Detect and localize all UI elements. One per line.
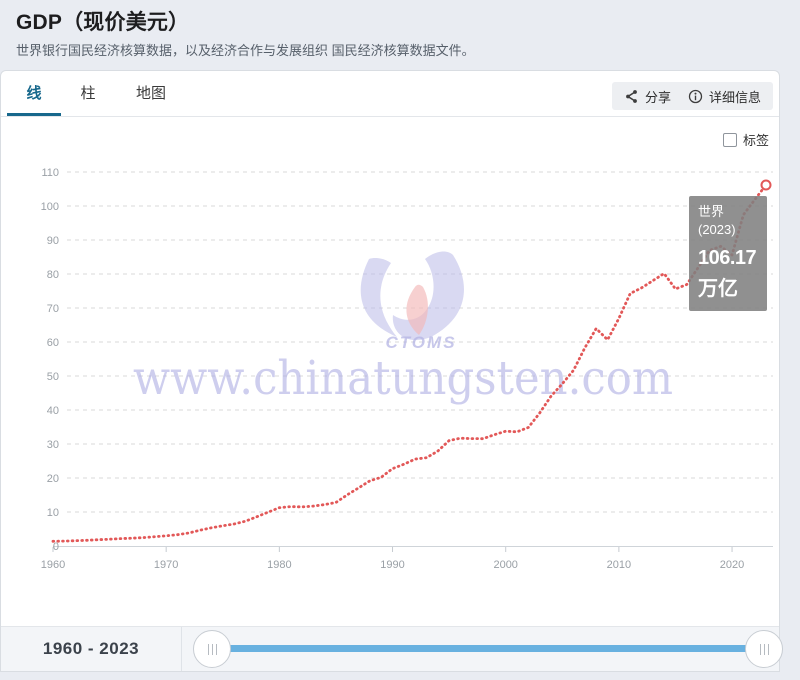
svg-text:70: 70 — [47, 303, 59, 315]
watermark-url-text: www.chinatungsten.com — [133, 351, 673, 406]
watermark-logo-text: CTOMS — [385, 333, 456, 352]
x-axis-labels: 1960 1970 1980 1990 2000 2010 2020 — [41, 547, 744, 571]
gdp-data-line — [51, 183, 768, 543]
svg-text:10: 10 — [47, 507, 59, 519]
svg-text:110: 110 — [41, 167, 59, 179]
tab-line[interactable]: 线 — [7, 71, 61, 116]
details-button-label: 详细信息 — [708, 89, 761, 105]
slider-track[interactable] — [212, 645, 765, 652]
chart-card: 线 柱 地图 分享 详细信息 标签 0 10 20 30 40 5 — [0, 70, 783, 672]
svg-text:1970: 1970 — [154, 559, 178, 571]
details-button[interactable]: 详细信息 — [675, 82, 773, 110]
info-icon — [688, 89, 703, 104]
tab-map[interactable]: 地图 — [135, 85, 166, 102]
svg-text:60: 60 — [47, 337, 59, 349]
chart-tooltip: 世界 (2023) 106.17 万亿 — [689, 196, 767, 311]
tab-bar[interactable]: 柱 — [80, 85, 96, 102]
gdp-line-chart[interactable]: 0 10 20 30 40 50 60 70 80 90 100 110 1960 1970 1980 199… — [1, 141, 781, 651]
svg-text:1990: 1990 — [380, 559, 404, 571]
svg-text:40: 40 — [47, 405, 59, 417]
svg-text:0: 0 — [53, 541, 59, 553]
chart-type-tabs: 线 柱 地图 — [1, 71, 779, 117]
svg-text:2000: 2000 — [493, 559, 517, 571]
svg-text:50: 50 — [47, 371, 59, 383]
share-button[interactable]: 分享 — [611, 82, 683, 110]
tooltip-unit: 万亿 — [698, 277, 738, 300]
labels-checkbox[interactable]: 标签 — [722, 130, 769, 149]
range-bar: 1960 - 2023 — [1, 626, 783, 671]
y-axis-labels: 0 10 20 30 40 50 60 70 80 90 100 110 — [41, 167, 59, 553]
share-icon — [624, 89, 639, 104]
last-point-marker — [760, 179, 772, 191]
svg-text:20: 20 — [47, 473, 59, 485]
date-range-label: 1960 - 2023 — [1, 627, 182, 671]
svg-text:1960: 1960 — [41, 559, 65, 571]
slider-handle-right[interactable] — [745, 630, 783, 668]
checkbox-box[interactable] — [722, 132, 737, 147]
svg-text:30: 30 — [47, 439, 59, 451]
svg-text:2020: 2020 — [720, 559, 744, 571]
share-button-label: 分享 — [644, 89, 671, 105]
page-title: GDP（现价美元） — [16, 11, 190, 34]
labels-checkbox-label: 标签 — [742, 133, 769, 148]
svg-text:2010: 2010 — [607, 559, 631, 571]
tooltip-value: 106.17 — [698, 246, 757, 269]
svg-text:90: 90 — [47, 235, 59, 247]
year-range-slider[interactable] — [181, 627, 783, 671]
svg-text:80: 80 — [47, 269, 59, 281]
slider-handle-left[interactable] — [193, 630, 231, 668]
tooltip-series-name: 世界 — [698, 204, 725, 219]
svg-text:100: 100 — [41, 201, 59, 213]
svg-text:1980: 1980 — [267, 559, 291, 571]
page-subtitle: 世界银行国民经济核算数据，以及经济合作与发展组织 国民经济核算数据文件。 — [16, 43, 475, 58]
tooltip-year: (2023) — [698, 222, 736, 238]
